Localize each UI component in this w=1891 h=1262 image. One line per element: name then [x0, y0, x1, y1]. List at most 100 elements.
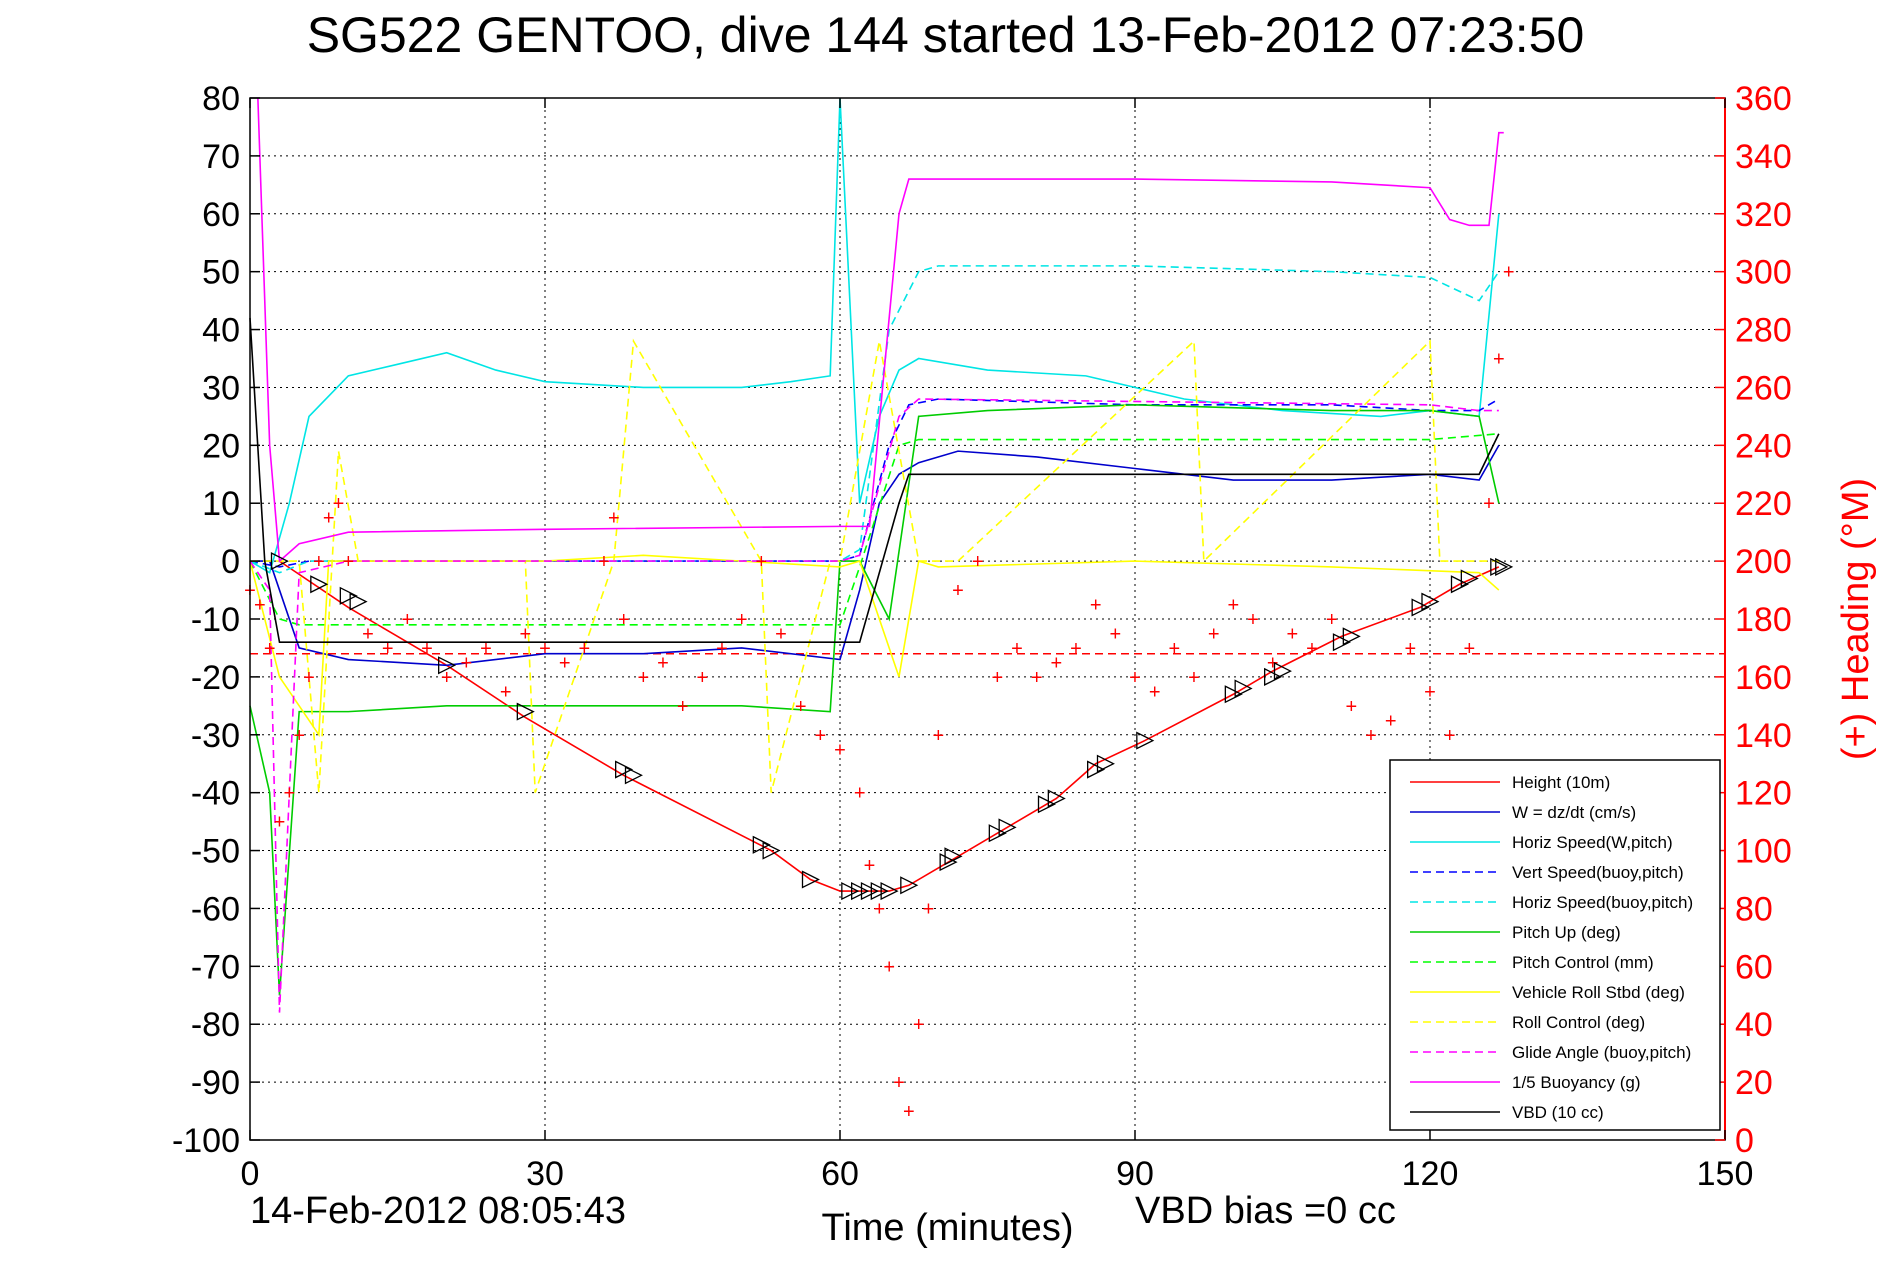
y-tick-label: 80 [202, 80, 240, 118]
heading-point: + [903, 1101, 915, 1123]
heading-point: + [559, 652, 571, 674]
right-y-axis-label: (+) Heading (°M) [1835, 478, 1877, 760]
x-tick-label: 120 [1402, 1155, 1459, 1193]
turn-marker [1421, 592, 1440, 611]
y-tick-label-right: 300 [1735, 254, 1792, 292]
series-line-11 [249, 317, 1500, 643]
turn-marker [762, 841, 781, 860]
y-tick-label: 50 [202, 254, 240, 292]
y-tick-label: -30 [191, 717, 240, 755]
turn-marker [851, 882, 870, 901]
heading-point: + [480, 638, 492, 660]
heading-point: + [254, 595, 266, 617]
y-tick-label-right: 40 [1735, 1006, 1773, 1044]
turn-marker [624, 766, 643, 785]
legend-label: Vehicle Roll Stbd (deg) [1512, 983, 1685, 1002]
legend-label: Vert Speed(buoy,pitch) [1512, 863, 1684, 882]
x-tick-label: 30 [526, 1155, 564, 1193]
legend-label: Roll Control (deg) [1512, 1013, 1645, 1032]
heading-point: + [913, 1014, 925, 1036]
heading-point: + [519, 623, 531, 645]
y-tick-label: -70 [191, 948, 240, 986]
turn-marker [516, 702, 535, 721]
series-line-10 [257, 97, 1504, 563]
turn-marker [860, 882, 879, 901]
series-line-3 [249, 398, 1500, 568]
turn-marker [1037, 795, 1056, 814]
y-tick-label: 60 [202, 196, 240, 234]
heading-point: + [883, 956, 895, 978]
vbd-bias-label: VBD bias =0 cc [1135, 1190, 1396, 1232]
turn-marker [998, 818, 1017, 837]
y-tick-label-right: 20 [1735, 1064, 1773, 1102]
y-tick-label-right: 260 [1735, 369, 1792, 407]
heading-point: + [1493, 349, 1505, 371]
heading-point: + [814, 725, 826, 747]
y-tick-label-right: 160 [1735, 659, 1792, 697]
heading-point: + [421, 638, 433, 660]
heading-point: + [637, 667, 649, 689]
turn-marker [870, 882, 889, 901]
heading-point: + [972, 551, 984, 573]
turn-marker [752, 835, 771, 854]
heading-point: + [834, 739, 846, 761]
y-tick-label: 70 [202, 138, 240, 176]
heading-point: + [1286, 623, 1298, 645]
y-tick-label-right: 220 [1735, 485, 1792, 523]
turn-marker [1332, 633, 1351, 652]
heading-point: + [1483, 493, 1495, 515]
heading-point: + [1267, 652, 1279, 674]
turn-marker [1273, 662, 1292, 681]
heading-point: + [775, 623, 787, 645]
turn-marker [1450, 575, 1469, 594]
legend-label: VBD (10 cc) [1512, 1103, 1604, 1122]
turn-marker [1264, 667, 1283, 686]
turn-marker [349, 592, 368, 611]
y-tick-label-right: 0 [1735, 1122, 1754, 1160]
heading-point: + [578, 638, 590, 660]
turn-marker [880, 882, 899, 901]
heading-point: + [932, 725, 944, 747]
heading-point: + [1031, 667, 1043, 689]
heading-point: + [1365, 725, 1377, 747]
heading-point: + [608, 508, 620, 530]
heading-point: + [736, 609, 748, 631]
turn-marker [1411, 598, 1430, 617]
heading-point: + [313, 551, 325, 573]
y-tick-label-right: 80 [1735, 890, 1773, 928]
heading-point: + [923, 898, 935, 920]
y-tick-label-right: 200 [1735, 543, 1792, 581]
heading-point: + [696, 667, 708, 689]
y-tick-label-right: 340 [1735, 138, 1792, 176]
y-tick-label: -40 [191, 775, 240, 813]
heading-point: + [1188, 667, 1200, 689]
heading-point: + [1444, 725, 1456, 747]
turn-marker [1234, 679, 1253, 698]
y-tick-label: 0 [221, 543, 240, 581]
y-tick-label-right: 280 [1735, 312, 1792, 350]
turn-marker [988, 824, 1007, 843]
legend-label: Height (10m) [1512, 773, 1610, 792]
series-line-5 [249, 404, 1500, 996]
x-tick-label: 150 [1697, 1155, 1754, 1193]
turn-marker [1136, 731, 1155, 750]
heading-point: + [1424, 681, 1436, 703]
heading-point: + [1306, 638, 1318, 660]
heading-point: + [1011, 638, 1023, 660]
turn-marker [1490, 557, 1509, 576]
y-tick-label: -20 [191, 659, 240, 697]
heading-point: + [460, 652, 472, 674]
y-tick-label: 30 [202, 369, 240, 407]
series-line-7 [249, 554, 1500, 738]
legend: Height (10m) W = dz/dt (cm/s) Horiz Speed(… [1389, 759, 1721, 1131]
turn-marker [1047, 789, 1066, 808]
heading-point: + [657, 652, 669, 674]
legend-label: Pitch Up (deg) [1512, 923, 1621, 942]
heading-point: + [677, 696, 689, 718]
turn-marker [1224, 685, 1243, 704]
y-tick-label: -90 [191, 1064, 240, 1102]
y-tick-label-right: 320 [1735, 196, 1792, 234]
y-tick-label: -10 [191, 601, 240, 639]
y-tick-label: -100 [172, 1122, 240, 1160]
y-tick-label-right: 140 [1735, 717, 1792, 755]
